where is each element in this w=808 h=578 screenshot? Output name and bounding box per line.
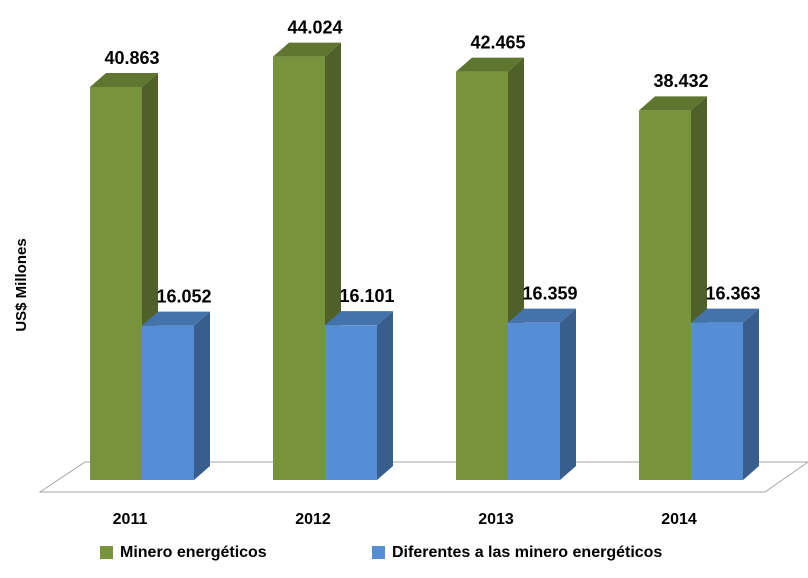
bar-side: [560, 308, 576, 480]
value-label: 40.863: [104, 48, 159, 68]
x-tick-label: 2012: [295, 511, 331, 528]
x-tick-label: 2011: [113, 511, 148, 528]
floor: [38, 461, 808, 493]
bar-top: [456, 57, 524, 72]
bar: [142, 325, 194, 480]
bar-top: [273, 42, 341, 57]
value-label: 16.363: [705, 283, 760, 303]
value-label: 42.465: [470, 32, 525, 52]
x-tick-label: 2013: [478, 511, 514, 528]
y-axis-label: US$ Millones: [13, 238, 30, 331]
bar: [639, 110, 691, 480]
legend-label: Minero energéticos: [120, 544, 267, 561]
value-label: 16.101: [339, 286, 394, 306]
bar-top: [90, 73, 158, 87]
bar: [325, 325, 377, 480]
bar-top: [508, 308, 576, 323]
bar-top: [325, 311, 393, 326]
value-label: 16.359: [522, 283, 577, 303]
x-tick-label: 2014: [661, 511, 697, 528]
value-label: 38.432: [653, 71, 708, 91]
bar-side: [194, 311, 210, 480]
bar-top: [691, 308, 759, 323]
value-label: 44.024: [287, 17, 342, 37]
bar: [456, 71, 508, 480]
bar-side: [743, 308, 759, 480]
value-label: 16.052: [156, 286, 211, 306]
bar-side: [377, 311, 393, 480]
legend-swatch: [372, 546, 385, 559]
bar: [273, 56, 325, 481]
bar: [691, 322, 743, 480]
legend-label: Diferentes a las minero energéticos: [392, 544, 662, 561]
bar-top: [142, 311, 210, 326]
bar: [90, 87, 142, 480]
legend-swatch: [100, 546, 113, 559]
bar-top: [639, 96, 707, 111]
bar: [508, 322, 560, 480]
